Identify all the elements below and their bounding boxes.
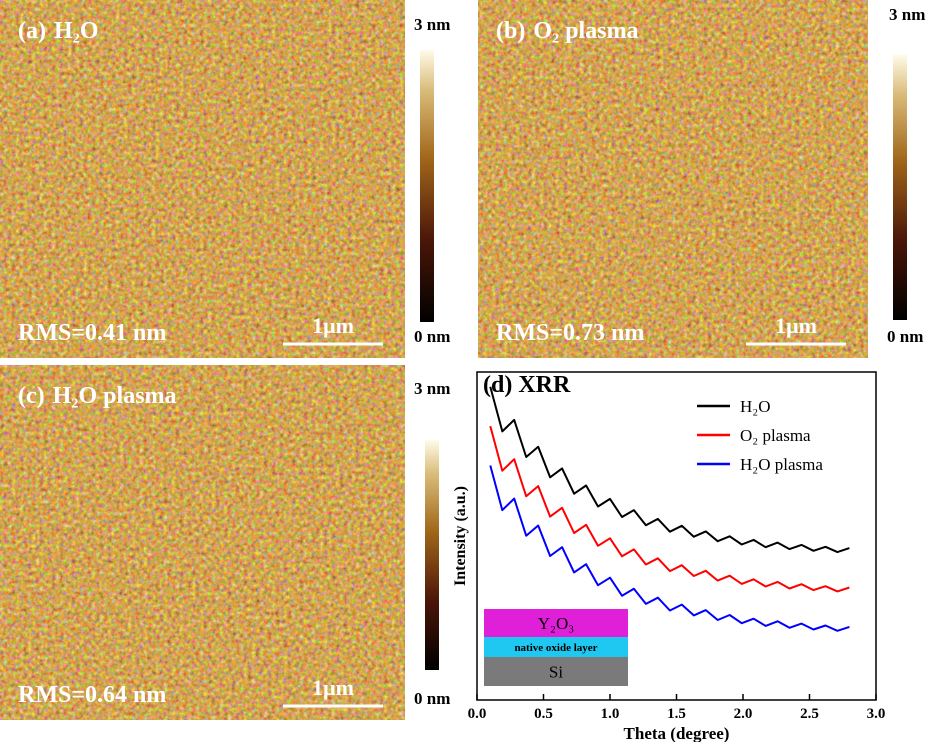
inset-layer-label: Si (549, 662, 563, 681)
afm-image (478, 0, 868, 358)
afm-image (0, 365, 405, 720)
x-tick-label: 0.0 (468, 706, 487, 722)
scale-bar-label: 1μm (312, 313, 354, 338)
x-axis-label: Theta (degree) (624, 724, 730, 742)
color-bar (893, 55, 907, 320)
panel-sample: H₂O plasma (53, 383, 177, 409)
scale-bar-label: 1μm (312, 675, 354, 700)
inset-layer-label: Y₂O₃ (538, 614, 574, 633)
series-line (489, 425, 850, 593)
x-tick-label: 1.0 (601, 706, 620, 722)
panel-sample: O₂ plasma (533, 18, 638, 44)
rms-label: RMS=0.41 nm (18, 320, 166, 346)
color-bar-min: 0 nm (414, 689, 450, 708)
inset-layer-label: native oxide layer (514, 642, 597, 654)
y-axis-label: Intensity (a.u.) (452, 486, 469, 586)
panel-letter: (a) (18, 18, 46, 44)
color-bar-max: 3 nm (889, 5, 925, 24)
color-bar (420, 50, 434, 322)
scale-bar-label: 1μm (775, 313, 817, 338)
afm-image (0, 0, 405, 358)
panel-sample: H₂O (54, 18, 99, 44)
color-bar-min: 0 nm (887, 327, 923, 346)
x-tick-label: 0.5 (534, 706, 553, 722)
legend-label: H₂O plasma (740, 455, 823, 474)
color-bar-max: 3 nm (414, 379, 450, 398)
x-tick-label: 2.5 (800, 706, 819, 722)
panel-letter: (b) (496, 18, 525, 44)
color-bar-min: 0 nm (414, 327, 450, 346)
x-tick-label: 1.5 (667, 706, 686, 722)
inset-layer (484, 637, 628, 657)
legend-label: H₂O (740, 397, 770, 416)
series-line (489, 465, 850, 632)
x-tick-label: 2.0 (734, 706, 753, 722)
panel-label: (a) H₂O (18, 18, 99, 44)
legend-label: O₂ plasma (740, 426, 811, 445)
x-tick-label: 3.0 (867, 706, 886, 722)
panel-letter: (c) (18, 383, 45, 409)
color-bar-max: 3 nm (414, 15, 450, 34)
rms-label: RMS=0.73 nm (496, 320, 644, 346)
color-bar (425, 440, 439, 670)
panel-label: (c) H₂O plasma (18, 383, 177, 409)
panel-label: (b) O₂ plasma (496, 18, 639, 44)
inset-layer (484, 609, 628, 637)
rms-label: RMS=0.64 nm (18, 682, 166, 708)
inset-layer (484, 657, 628, 686)
series-line (489, 386, 850, 554)
chart-title: (d) XRR (483, 372, 571, 398)
